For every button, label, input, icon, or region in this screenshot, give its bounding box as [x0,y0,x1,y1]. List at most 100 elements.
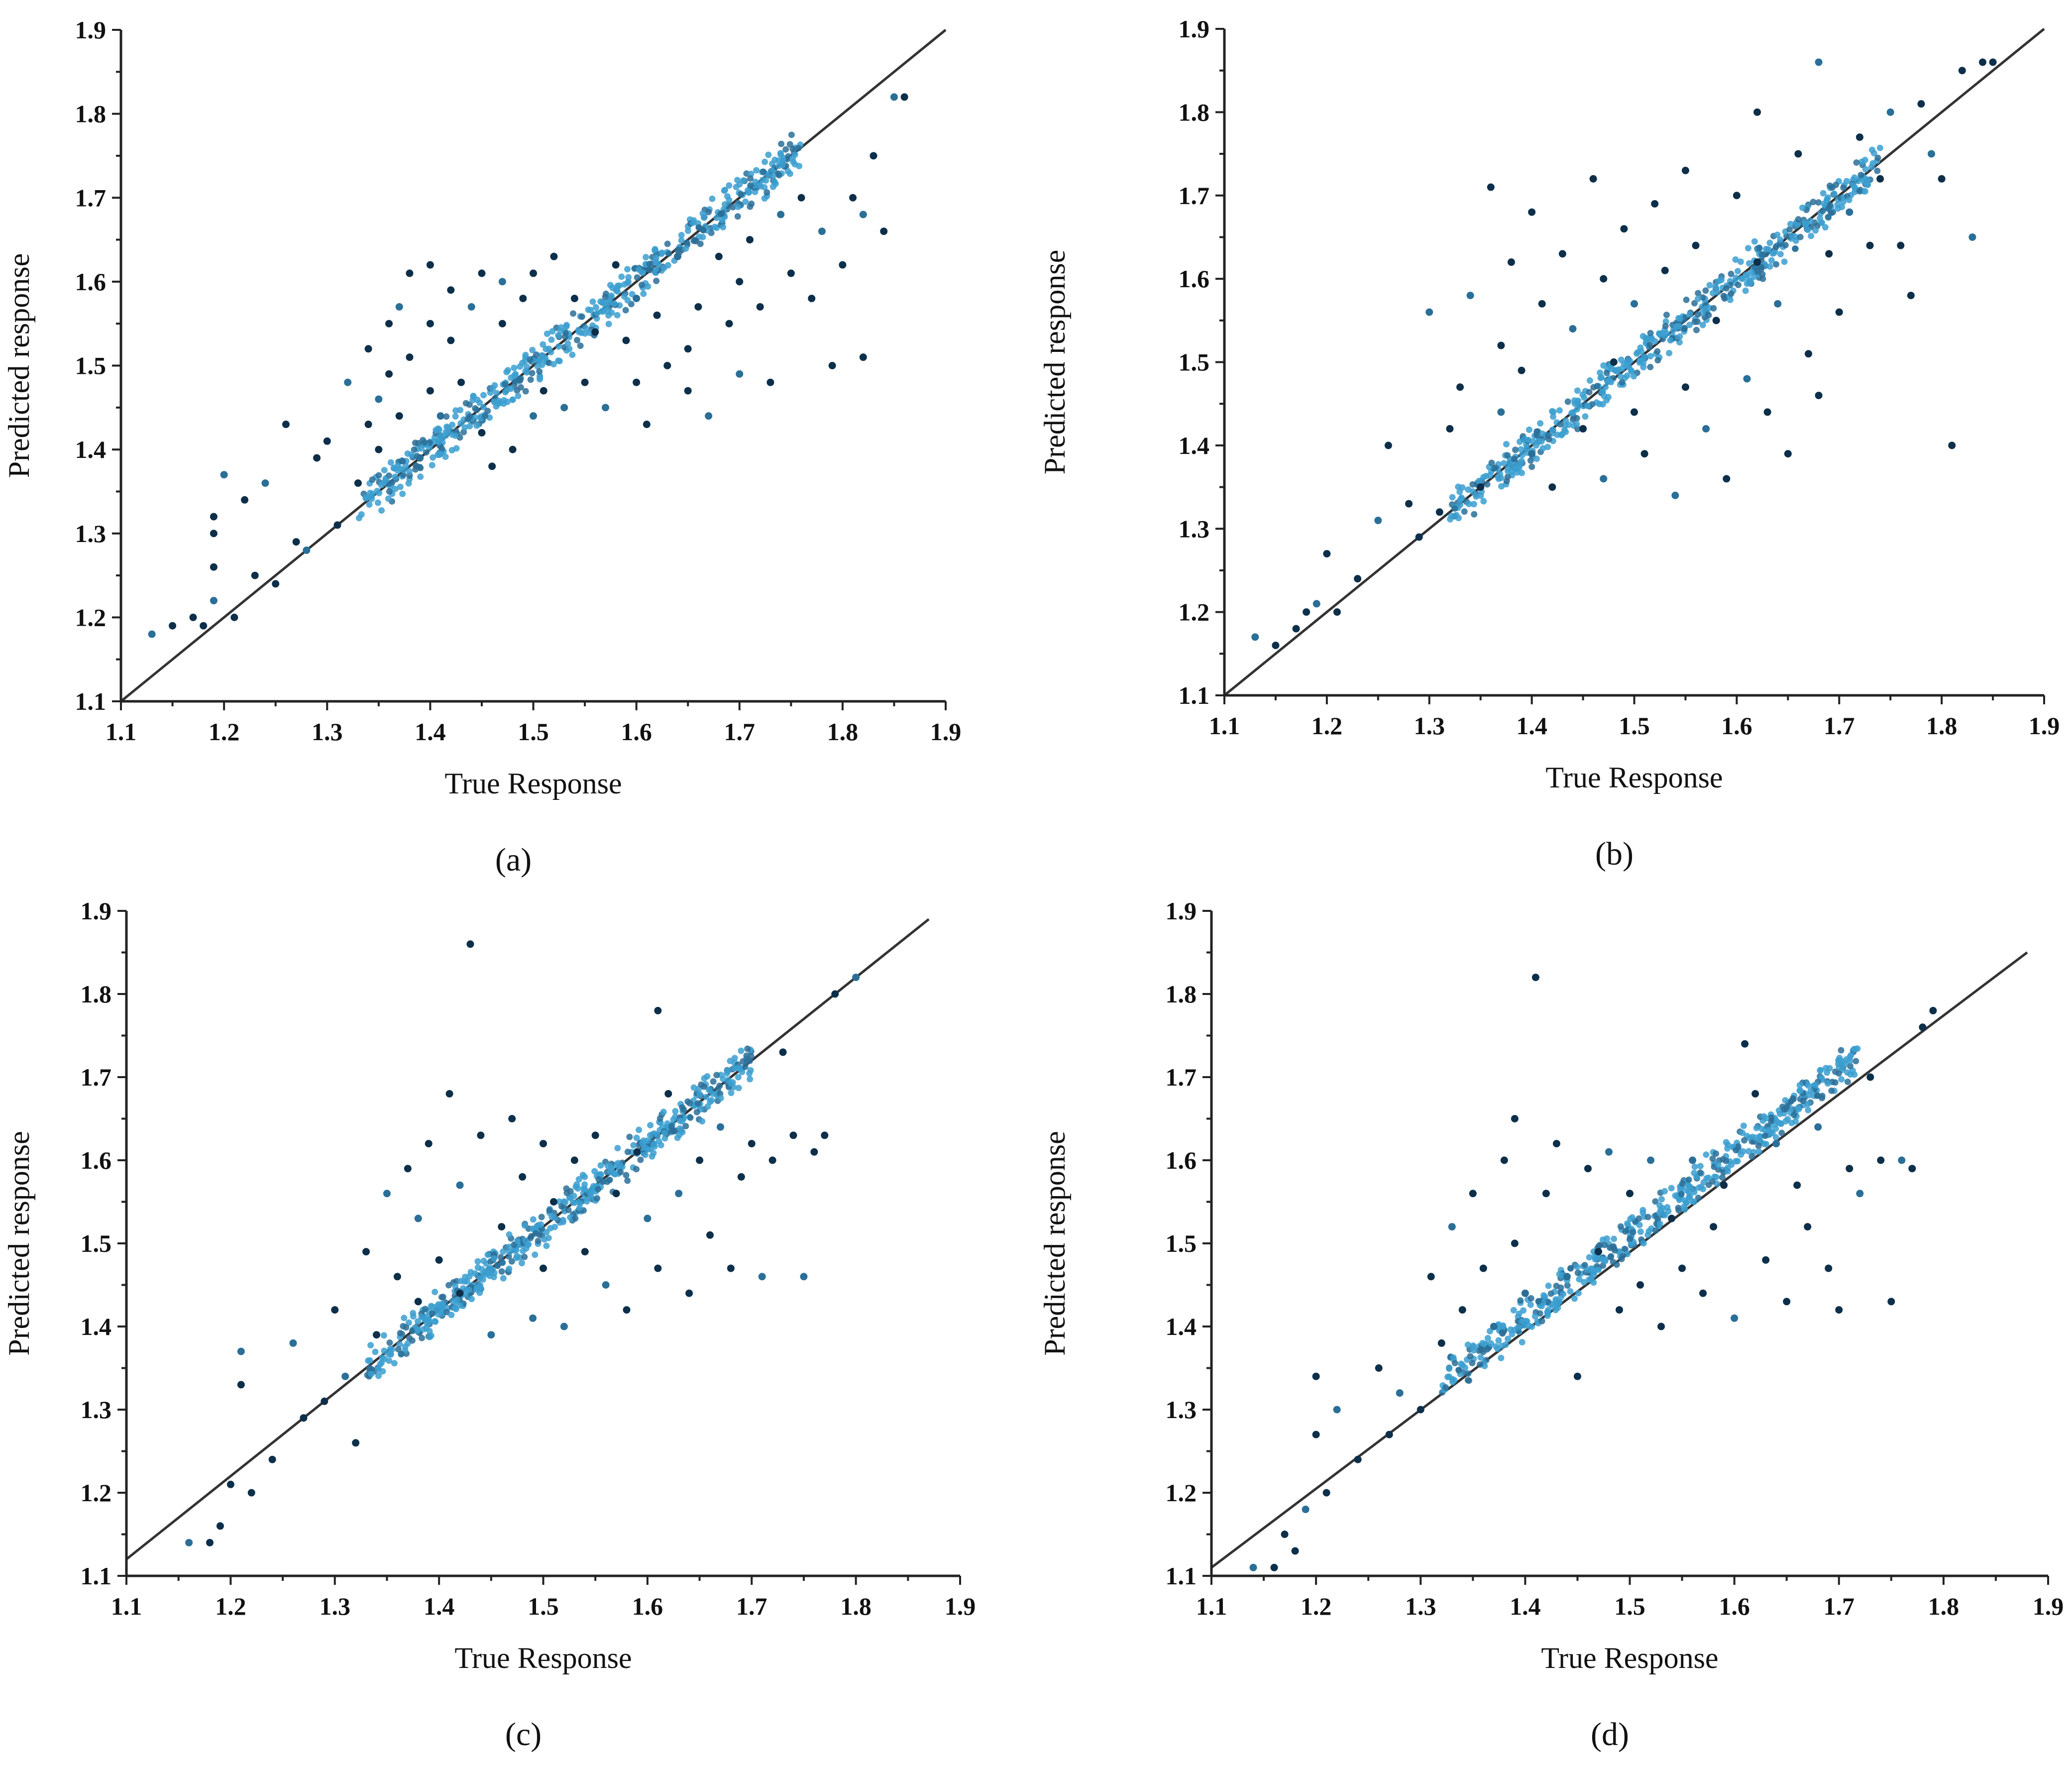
band-point [378,481,385,488]
data-point [364,345,372,353]
band-point [1843,178,1850,185]
band-point [1804,1101,1811,1107]
data-point [1723,475,1731,483]
band-point [795,145,802,152]
data-point [1804,350,1812,358]
band-point [514,387,521,394]
band-point [742,198,749,205]
data-point [478,429,486,437]
band-point [1601,1241,1608,1248]
band-point [1766,239,1773,246]
band-point [1527,457,1534,464]
band-point [786,170,793,177]
band-point [495,400,502,407]
band-point [1531,1313,1538,1320]
data-point [1417,1406,1424,1414]
data-point [261,479,269,487]
data-point [715,252,723,260]
band-point [558,1203,565,1210]
data-point [1528,450,1536,458]
band-point [1592,1253,1599,1260]
data-point [1563,1273,1571,1281]
band-point [399,458,406,465]
data-point [1605,1148,1613,1156]
data-point [810,1148,818,1156]
band-point [404,450,411,457]
band-point [1492,464,1499,471]
band-point [1477,1354,1484,1361]
data-point [414,1215,422,1222]
band-point [504,367,511,374]
band-point [385,495,392,502]
band-point [480,1257,487,1264]
data-point [643,421,651,429]
band-point [487,1265,494,1272]
band-point [453,1297,460,1304]
y-tick-label: 1.3 [1166,1396,1197,1424]
band-point [1486,1327,1493,1334]
band-point [380,1332,387,1339]
data-point [787,269,795,277]
band-point [515,393,522,400]
band-point [680,1106,687,1113]
band-point [1581,394,1588,401]
band-point [372,1348,379,1355]
y-axis-title: Predicted response [2,1131,35,1356]
band-point [722,187,729,194]
scatter-chart-d: 1.1 1.2 1.3 1.4 1.5 1.6 1.7 1.8 1.9 1.1 1.2 1.3 1.4 1… [1038,897,2064,1753]
band-point [717,1095,724,1102]
band-point [1745,245,1751,252]
band-point [469,397,476,404]
band-point [634,274,641,281]
band-point [1870,150,1877,157]
band-point [538,352,545,359]
band-point [708,1097,715,1104]
band-point [1494,1345,1501,1352]
band-point [1661,1212,1668,1218]
band-point [1607,1244,1614,1251]
band-point [1853,159,1860,166]
band-point [426,1318,433,1325]
y-tick-label: 1.1 [81,1562,112,1590]
y-tick-label: 1.8 [81,980,112,1008]
band-point [1599,1236,1606,1243]
band-point [1746,279,1753,286]
data-points [185,940,860,1547]
data-point [529,1314,537,1322]
band-point [484,1251,491,1258]
band-point [432,1289,438,1296]
data-point [1538,300,1546,308]
band-point [1471,511,1478,518]
band-point [544,330,550,337]
data-point [237,1347,245,1355]
x-tick-label: 1.7 [724,718,756,746]
data-point [1898,1156,1906,1164]
data-point [1938,175,1946,183]
band-point [1461,508,1468,515]
band-point [1584,402,1591,409]
band-point [1666,349,1673,356]
x-tick-label: 1.5 [528,1592,559,1620]
data-point [1794,150,1802,158]
band-point [1781,258,1788,265]
band-point [607,282,614,289]
band-point [547,1225,554,1232]
y-tick-label: 1.5 [1166,1229,1197,1257]
data-point [216,1522,224,1530]
data-point [1615,1306,1623,1314]
data-point [457,378,465,386]
band-point [653,277,660,284]
band-point [468,1296,475,1303]
data-point [395,303,403,311]
data-point [230,613,238,621]
band-point [1724,1168,1731,1175]
band-point [1618,356,1625,363]
band-point [1678,1191,1685,1198]
band-point [1564,1282,1571,1289]
band-point [1602,1258,1609,1265]
data-point [633,378,641,386]
reference-line [1223,28,2045,696]
band-point [762,158,768,165]
band-point [457,1278,464,1285]
data-point [602,1281,610,1289]
